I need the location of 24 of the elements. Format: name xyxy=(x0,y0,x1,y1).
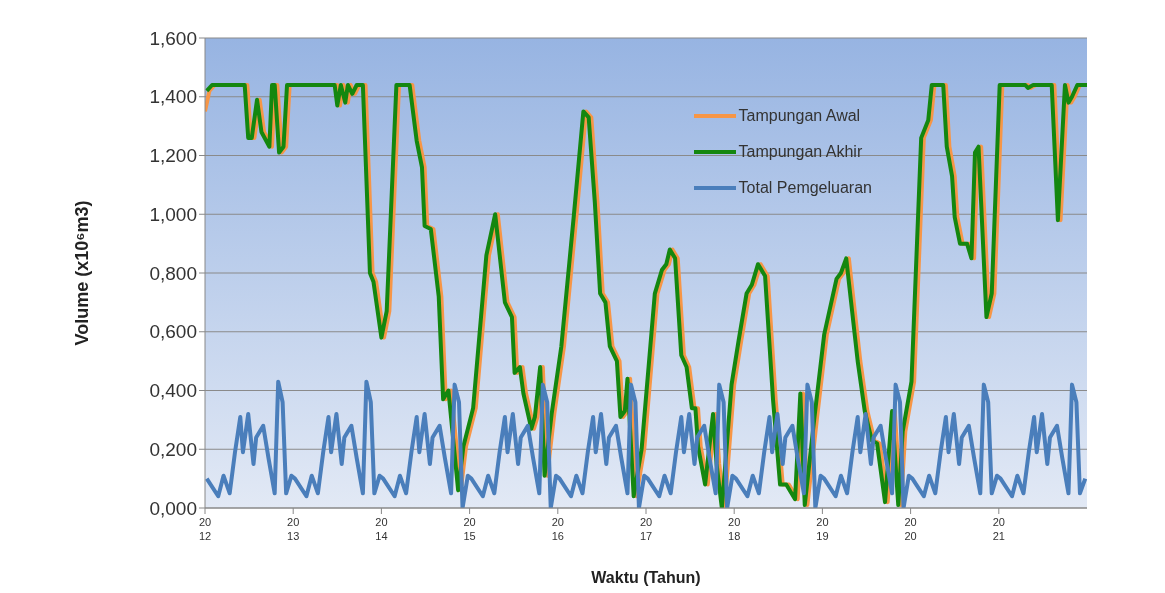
x-tick-label: 20 20 xyxy=(904,516,917,542)
x-tick-label: 20 19 xyxy=(816,516,829,542)
x-tick-label: 20 15 xyxy=(463,516,476,542)
legend-label: Tampungan Akhir xyxy=(738,143,863,161)
y-tick-label: 0,000 xyxy=(149,497,197,519)
y-tick-label: 1,600 xyxy=(149,27,197,49)
y-axis-title: Volume (x10⁶m3) xyxy=(71,200,93,346)
x-tick-label: 20 16 xyxy=(551,516,564,542)
x-tick-label: 20 13 xyxy=(287,516,300,542)
y-tick-label: 0,600 xyxy=(149,321,197,343)
y-tick-label: 0,800 xyxy=(149,262,197,284)
x-tick-label: 20 21 xyxy=(992,516,1005,542)
x-tick-label: 20 18 xyxy=(728,516,741,542)
y-tick-label: 1,400 xyxy=(149,86,197,108)
y-tick-label: 1,200 xyxy=(149,145,197,167)
x-tick-label: 20 14 xyxy=(375,516,388,542)
x-axis-title: Waktu (Tahun) xyxy=(591,569,701,587)
y-tick-label: 0,200 xyxy=(149,438,197,460)
x-tick-label: 20 12 xyxy=(198,516,212,542)
legend-label: Total Pemgeluaran xyxy=(738,179,872,197)
y-tick-label: 0,400 xyxy=(149,380,197,402)
x-tick-label: 20 17 xyxy=(639,516,653,542)
y-tick-label: 1,000 xyxy=(149,203,197,225)
legend-label: Tampungan Awal xyxy=(738,107,861,125)
